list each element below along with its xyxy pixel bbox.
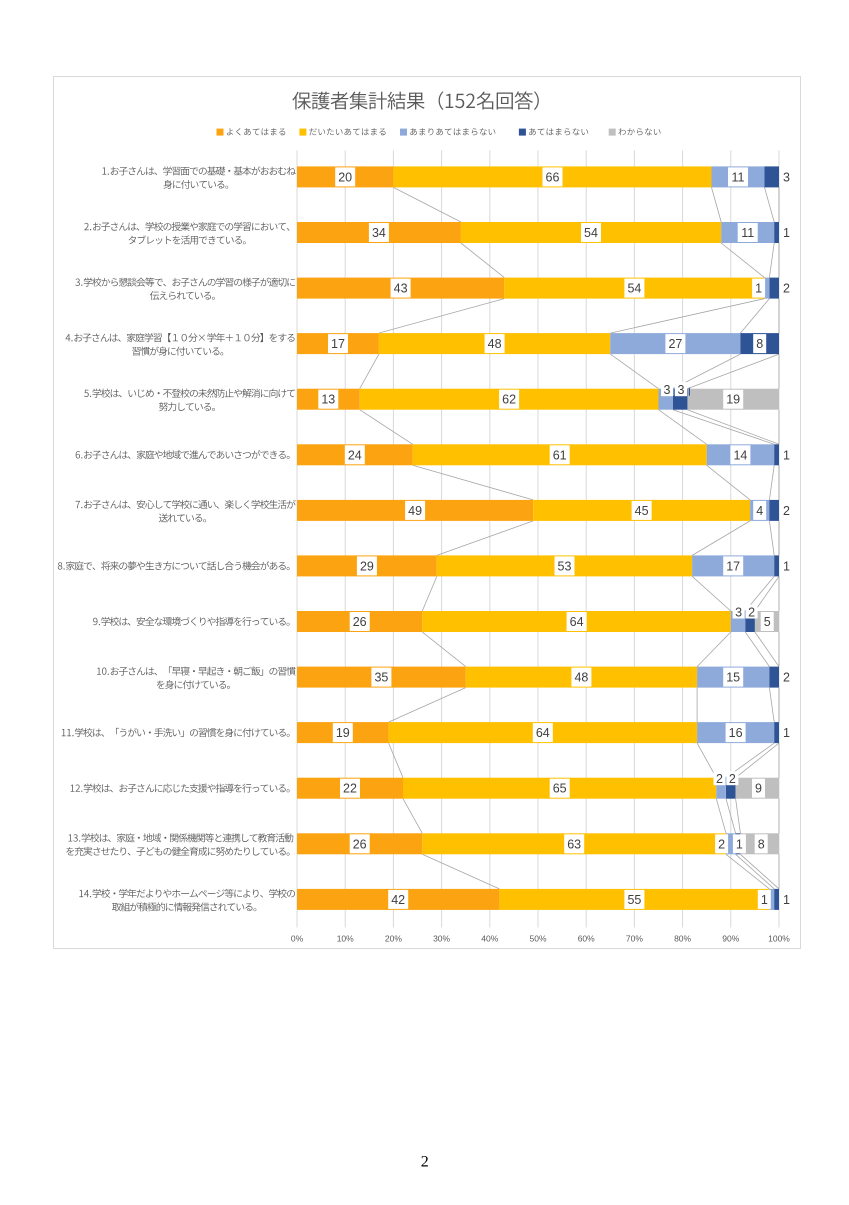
svg-text:8: 8 [756, 337, 763, 351]
svg-text:24: 24 [348, 448, 362, 462]
svg-text:80%: 80% [674, 934, 691, 944]
svg-text:9: 9 [755, 782, 762, 796]
svg-text:1: 1 [761, 893, 768, 907]
svg-text:17: 17 [331, 337, 345, 351]
svg-text:19: 19 [726, 393, 740, 407]
svg-text:30%: 30% [433, 934, 450, 944]
svg-text:3: 3 [678, 383, 685, 397]
svg-text:62: 62 [502, 393, 516, 407]
svg-text:2: 2 [729, 772, 736, 786]
svg-text:1: 1 [783, 893, 790, 907]
svg-text:1: 1 [783, 559, 790, 573]
svg-text:3: 3 [735, 605, 742, 619]
svg-text:2: 2 [716, 772, 723, 786]
svg-text:49: 49 [408, 504, 422, 518]
svg-text:2: 2 [783, 282, 790, 296]
svg-text:1: 1 [783, 448, 790, 462]
svg-text:40%: 40% [481, 934, 498, 944]
svg-text:22: 22 [343, 782, 357, 796]
svg-text:1: 1 [736, 837, 743, 851]
svg-text:64: 64 [570, 615, 584, 629]
svg-text:54: 54 [584, 226, 598, 240]
svg-text:42: 42 [391, 893, 405, 907]
svg-text:26: 26 [353, 615, 367, 629]
svg-text:16: 16 [729, 726, 743, 740]
svg-text:45: 45 [635, 504, 649, 518]
svg-text:20%: 20% [385, 934, 402, 944]
svg-text:13: 13 [321, 393, 335, 407]
svg-text:2: 2 [421, 1154, 429, 1171]
svg-text:2: 2 [783, 504, 790, 518]
svg-text:15: 15 [726, 671, 740, 685]
svg-text:70%: 70% [626, 934, 643, 944]
svg-text:66: 66 [546, 170, 560, 184]
svg-text:26: 26 [353, 837, 367, 851]
svg-text:61: 61 [553, 448, 567, 462]
svg-text:11: 11 [732, 170, 745, 184]
svg-text:35: 35 [374, 671, 388, 685]
svg-text:1: 1 [783, 726, 790, 740]
svg-text:65: 65 [553, 782, 567, 796]
svg-text:1: 1 [783, 226, 790, 240]
svg-text:8: 8 [758, 837, 765, 851]
svg-text:14: 14 [733, 448, 747, 462]
svg-text:90%: 90% [722, 934, 739, 944]
svg-text:20: 20 [338, 170, 352, 184]
svg-text:17: 17 [726, 559, 740, 573]
svg-text:0%: 0% [291, 934, 304, 944]
svg-text:64: 64 [536, 726, 550, 740]
svg-text:34: 34 [372, 226, 386, 240]
svg-text:2: 2 [783, 671, 790, 685]
svg-text:2: 2 [718, 837, 725, 851]
svg-text:54: 54 [627, 282, 641, 296]
svg-text:53: 53 [558, 559, 572, 573]
svg-text:1: 1 [755, 282, 762, 296]
svg-text:3: 3 [664, 383, 671, 397]
svg-text:43: 43 [394, 282, 408, 296]
svg-text:55: 55 [627, 893, 641, 907]
svg-text:100%: 100% [768, 934, 790, 944]
svg-text:48: 48 [488, 337, 502, 351]
svg-text:5: 5 [764, 615, 771, 629]
svg-text:3: 3 [783, 170, 790, 184]
svg-text:29: 29 [360, 559, 374, 573]
svg-text:27: 27 [668, 337, 682, 351]
svg-text:48: 48 [574, 671, 588, 685]
svg-text:2: 2 [748, 605, 755, 619]
svg-text:4: 4 [756, 504, 763, 518]
svg-text:60%: 60% [578, 934, 595, 944]
svg-text:19: 19 [336, 726, 350, 740]
svg-text:63: 63 [567, 837, 581, 851]
svg-text:50%: 50% [529, 934, 546, 944]
svg-text:11: 11 [741, 226, 754, 240]
svg-text:10%: 10% [337, 934, 354, 944]
